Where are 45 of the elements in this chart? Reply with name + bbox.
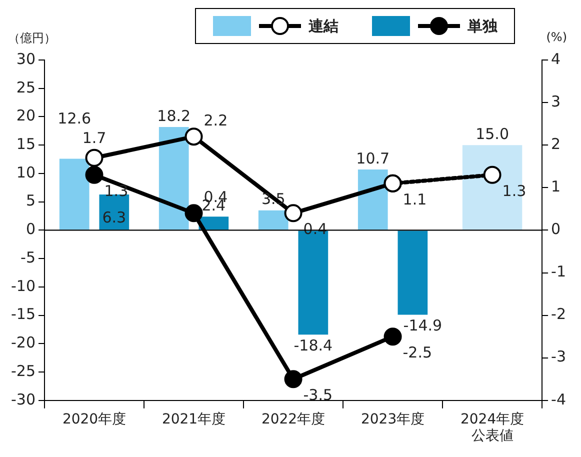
y-tick-label: -10 [11,276,36,295]
x-tick-label: 2023年度 [360,411,425,428]
y-tick-label: 15 [16,134,36,153]
y2-tick-label: -1 [551,262,566,281]
data-label: 12.6 [58,110,92,128]
y2-tick-label: 3 [551,92,561,110]
x-tick-label: 2021年度 [162,411,226,428]
y-tick-label: 5 [26,192,36,210]
y-tick-label: 25 [16,78,36,96]
x-tick-label: 2024年度公表値 [460,411,524,444]
y2-tick-label: 4 [551,50,561,68]
y2-tick-label: 2 [551,134,561,153]
y2-tick-label: -4 [551,390,566,408]
data-label: 0.4 [303,220,328,238]
legend-label: 連結 [308,16,338,36]
y-tick-label: 20 [16,106,36,125]
data-label: 1.7 [82,128,106,147]
data-label: -18.4 [294,336,333,354]
data-label: 1.3 [502,182,526,200]
y2-tick-label: -3 [551,348,566,366]
data-label: 2.2 [204,111,228,130]
data-label: 15.0 [476,124,509,143]
data-label: 1.1 [402,190,427,208]
y-tick-label: 30 [16,50,36,68]
x-tick-label: 2022年度 [261,411,326,428]
y-tick-label: 0 [26,220,36,238]
x-tick-label: 2020年度 [62,411,126,428]
y2-tick-label: 1 [551,178,561,196]
y-tick-label: -30 [11,390,36,408]
y-tick-label: -20 [11,334,36,352]
legend-label: 単独 [468,16,498,36]
y-axis-title: （億円） [8,30,56,47]
y2-axis-title: (%) [546,30,567,44]
data-label: -14.9 [403,316,442,335]
y-tick-label: -15 [11,305,36,324]
y2-tick-label: 0 [551,220,561,238]
y-tick-label: -25 [11,362,36,380]
y2-tick-label: -2 [551,305,566,324]
data-label: 6.3 [102,208,126,227]
data-label: 18.2 [157,106,191,125]
y-tick-label: -5 [20,248,36,266]
data-label: -3.5 [303,386,333,404]
y-tick-label: 10 [16,163,36,182]
data-label: 10.7 [356,149,390,168]
data-label: -2.5 [402,343,432,362]
